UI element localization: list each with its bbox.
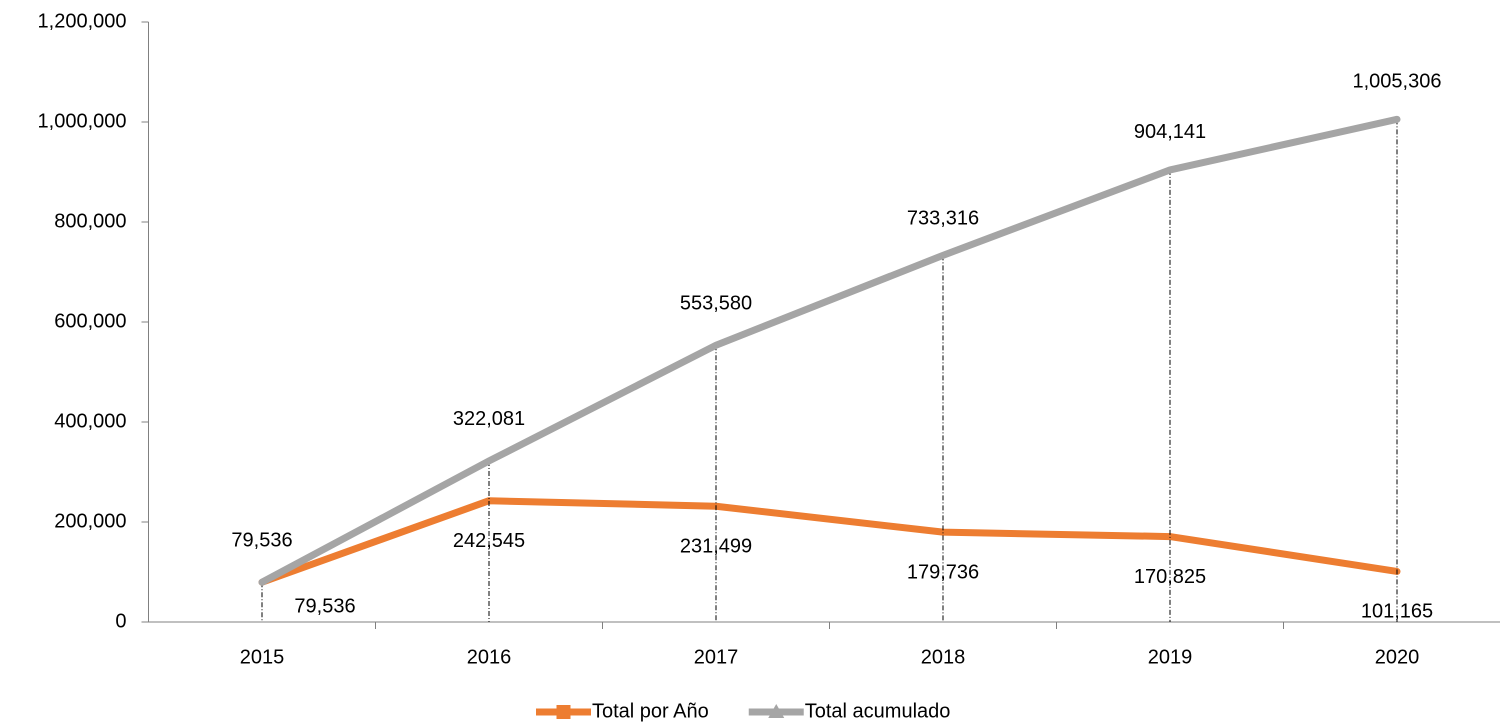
data-label: 170,825 [1134, 566, 1206, 588]
x-tick-label: 2017 [694, 646, 739, 668]
x-tick-label: 2016 [467, 646, 512, 668]
data-label: 242,545 [453, 530, 525, 552]
x-tick-label: 2019 [1148, 646, 1193, 668]
y-tick-label: 1,000,000 [38, 110, 127, 132]
data-label: 79,536 [231, 530, 292, 552]
x-tick-label: 2015 [240, 646, 285, 668]
x-tick-label: 2020 [1375, 646, 1420, 668]
data-label: 79,536 [294, 596, 355, 618]
series-line [258, 497, 1401, 586]
y-tick-label: 600,000 [54, 310, 126, 332]
data-label: 1,005,306 [1353, 71, 1442, 93]
data-label: 904,141 [1134, 121, 1206, 143]
legend-marker [768, 704, 785, 718]
data-label: 733,316 [907, 208, 979, 230]
y-tick-label: 400,000 [54, 410, 126, 432]
data-label: 231,499 [680, 536, 752, 558]
data-label: 553,580 [680, 292, 752, 314]
y-tick-label: 1,200,000 [38, 10, 127, 32]
data-label: 322,081 [453, 408, 525, 430]
y-tick-label: 800,000 [54, 210, 126, 232]
y-tick-label: 0 [115, 610, 126, 632]
data-label: 179,736 [907, 561, 979, 583]
data-label: 101,165 [1361, 601, 1433, 623]
y-tick-label: 200,000 [54, 510, 126, 532]
series-line [258, 115, 1401, 586]
x-tick-label: 2018 [921, 646, 966, 668]
legend-label: Total acumulado [805, 700, 951, 722]
legend-marker [556, 705, 571, 719]
legend-label: Total por Año [592, 700, 709, 722]
